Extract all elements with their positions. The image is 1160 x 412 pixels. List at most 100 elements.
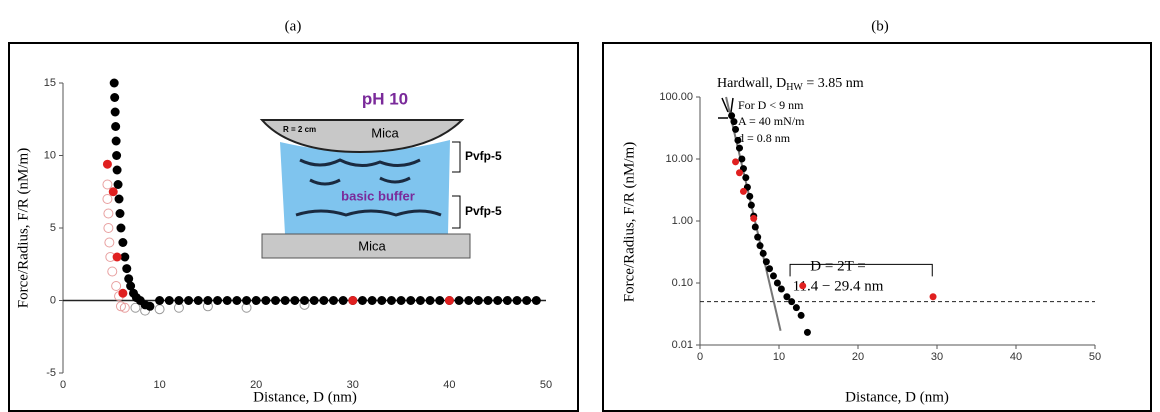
y-tick-label: 0 <box>50 294 56 306</box>
data-point <box>750 215 757 222</box>
inset-title: pH 10 <box>362 89 408 108</box>
data-point <box>766 265 773 272</box>
data-point <box>103 160 112 169</box>
data-point <box>752 224 759 231</box>
y-axis-label: Force/Radius, F/R (nM/m) <box>621 142 637 302</box>
annotation: HW <box>786 82 803 93</box>
data-point <box>426 296 435 305</box>
data-point <box>804 329 811 336</box>
y-tick-label: 1.00 <box>672 215 693 227</box>
panel-label: (b) <box>871 18 889 34</box>
data-point <box>271 296 280 305</box>
data-point <box>770 272 777 279</box>
data-point <box>300 296 309 305</box>
data-point <box>358 296 367 305</box>
data-point <box>213 296 222 305</box>
y-tick-label: -5 <box>46 367 56 379</box>
x-tick-label: 10 <box>773 351 785 363</box>
data-point <box>112 137 121 146</box>
data-point <box>103 180 112 189</box>
annotation: Hardwall, D <box>717 76 786 91</box>
annotation: A = 40 mN/m <box>738 114 805 128</box>
y-tick-label: 5 <box>50 222 56 234</box>
data-point <box>778 286 785 293</box>
data-point <box>310 296 319 305</box>
data-point <box>184 296 193 305</box>
data-point <box>110 93 119 102</box>
data-point <box>742 174 749 181</box>
data-point <box>793 304 800 311</box>
x-tick-label: 20 <box>852 351 864 363</box>
annotation: = 3.85 nm <box>803 76 864 91</box>
data-point <box>734 137 741 144</box>
data-point <box>732 158 739 165</box>
annotation: D = 2T = <box>810 258 865 274</box>
data-point <box>252 296 261 305</box>
data-point <box>445 296 454 305</box>
x-axis-label: Distance, D (nm) <box>845 389 949 405</box>
data-point <box>112 151 121 160</box>
x-axis-label: Distance, D (nm) <box>253 389 357 405</box>
data-point <box>435 296 444 305</box>
data-point <box>763 258 770 265</box>
data-point <box>261 296 270 305</box>
y-tick-label: 15 <box>44 77 56 89</box>
data-point <box>145 302 154 311</box>
annotation: 11.4 − 29.4 nm <box>793 278 884 294</box>
data-point <box>416 296 425 305</box>
buffer-region <box>280 140 450 234</box>
data-point <box>484 296 493 305</box>
inset: pH 10 R = 2 cm Mica basic buffer Mica Pv… <box>262 89 502 258</box>
data-point <box>754 234 761 241</box>
data-point <box>105 238 114 247</box>
figure: (a) (b) Distance, D (nm) Force/Radius, F… <box>0 0 1160 412</box>
data-point <box>746 193 753 200</box>
x-tick-label: 30 <box>347 379 359 391</box>
data-point <box>290 296 299 305</box>
x-tick-label: 40 <box>443 379 455 391</box>
data-point <box>348 296 357 305</box>
x-tick-label: 0 <box>60 379 66 391</box>
data-point <box>329 296 338 305</box>
x-tick-label: 10 <box>153 379 165 391</box>
data-point <box>757 242 764 249</box>
data-point <box>522 296 531 305</box>
inset-label: R = 2 cm <box>283 125 316 134</box>
data-point <box>118 238 127 247</box>
data-point <box>111 122 120 131</box>
inset-label: Mica <box>358 238 386 253</box>
data-point <box>513 296 522 305</box>
data-point <box>774 280 781 287</box>
data-point <box>339 296 348 305</box>
data-point <box>155 305 164 314</box>
data-point <box>532 296 541 305</box>
data-point <box>788 298 795 305</box>
data-point <box>108 267 117 276</box>
data-point <box>738 156 745 163</box>
data-point <box>503 296 512 305</box>
data-point <box>464 296 473 305</box>
data-point <box>122 264 131 273</box>
data-point <box>111 108 120 117</box>
y-axis-label: Force/Radius, F/R (nM/m) <box>15 148 31 308</box>
data-point <box>155 296 164 305</box>
layer-bracket <box>452 142 460 228</box>
annotation: Hardwall, DHW = 3.85 nm <box>717 76 864 93</box>
y-tick-label: 100.00 <box>659 91 693 103</box>
data-point <box>174 296 183 305</box>
data-point <box>748 202 755 209</box>
data-point <box>118 289 127 298</box>
data-point <box>104 209 113 218</box>
data-point <box>736 169 743 176</box>
x-tick-label: 50 <box>1089 351 1101 363</box>
annotation: d = 0.8 nm <box>738 131 791 145</box>
x-tick-label: 30 <box>931 351 943 363</box>
x-tick-label: 0 <box>697 351 703 363</box>
data-point <box>203 296 212 305</box>
data-point <box>732 126 739 133</box>
inset-label: Mica <box>371 125 399 140</box>
data-point <box>397 296 406 305</box>
data-point <box>109 187 118 196</box>
inset-label: Pvfp-5 <box>465 149 502 163</box>
data-point <box>112 282 121 291</box>
